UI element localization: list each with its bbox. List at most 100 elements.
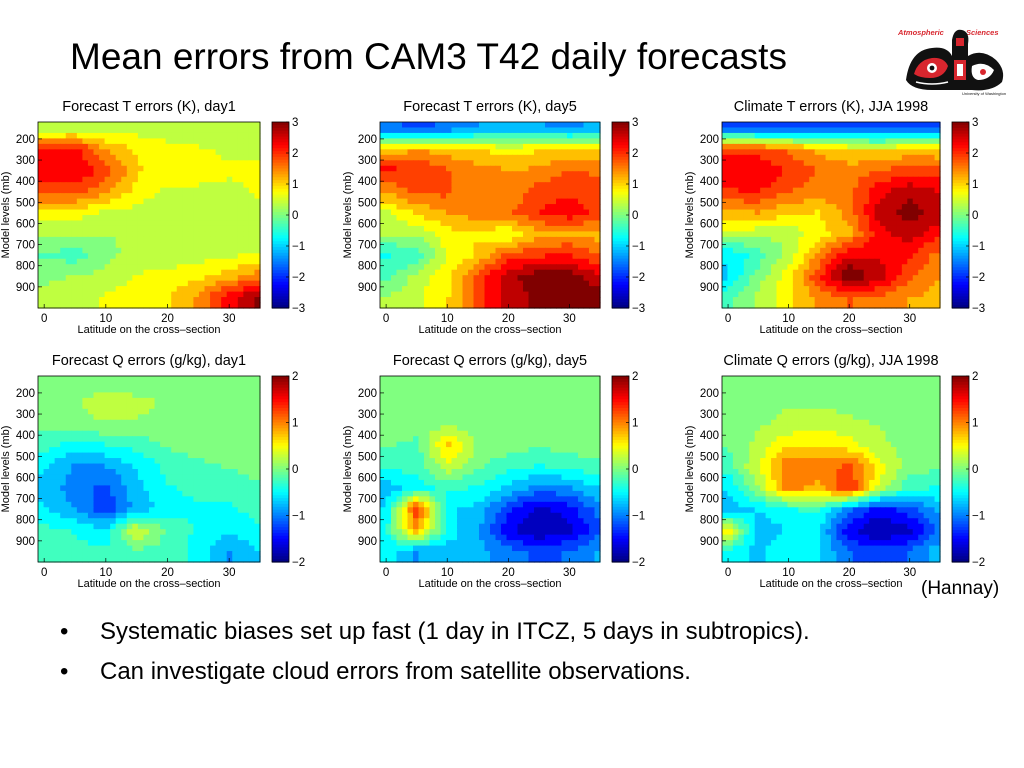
heat-cell — [87, 419, 95, 426]
colorbar-segment — [952, 124, 969, 129]
heat-cell — [781, 275, 788, 282]
heat-cell — [154, 425, 161, 432]
heat-cell — [451, 275, 458, 282]
heat-cell — [198, 286, 206, 293]
heat-cell — [820, 198, 827, 205]
heat-cell — [99, 138, 106, 145]
heat-cell — [539, 236, 546, 243]
colorbar-segment — [612, 185, 629, 190]
colorbar-segment — [952, 276, 969, 280]
heat-cell — [923, 286, 930, 293]
heat-cell — [154, 441, 161, 448]
heat-cell — [110, 376, 117, 383]
heat-cell — [923, 220, 930, 227]
heat-cell — [435, 275, 442, 282]
heat-cell — [176, 242, 183, 249]
heat-cell — [215, 376, 222, 383]
heat-cell — [451, 154, 458, 161]
heat-cell — [506, 231, 513, 238]
heat-cell — [160, 165, 167, 172]
heat-cell — [248, 225, 256, 233]
heat-cell — [578, 149, 585, 156]
heat-cell — [110, 242, 117, 249]
heat-cell — [49, 253, 56, 260]
heat-cell — [165, 160, 172, 167]
heat-cell — [424, 171, 431, 178]
heat-cell — [484, 176, 491, 183]
heat-cell — [380, 198, 387, 205]
heat-cell — [440, 220, 447, 227]
heat-cell — [137, 193, 145, 200]
heat-cell — [126, 209, 133, 216]
heat-cell — [517, 122, 524, 129]
heat-cell — [517, 138, 524, 145]
heat-cell — [479, 231, 486, 238]
heat-cell — [512, 209, 519, 216]
heat-cell — [121, 436, 128, 443]
heat-cell — [149, 269, 156, 276]
heat-cell — [589, 209, 596, 216]
heat-cell — [885, 182, 892, 189]
heat-cell — [65, 220, 72, 227]
heat-cell — [110, 204, 117, 211]
heat-cell — [885, 193, 892, 200]
heat-cell — [137, 236, 145, 243]
heat-cell — [49, 291, 56, 298]
heat-cell — [182, 220, 189, 227]
heat-cell — [462, 132, 469, 140]
colorbar-segment — [272, 122, 289, 126]
colorbar-segment — [952, 156, 969, 161]
heat-cell — [221, 403, 228, 410]
heat-cell — [589, 171, 596, 178]
heat-cell — [468, 297, 475, 304]
heat-cell — [402, 225, 409, 233]
heat-cell — [254, 209, 261, 216]
heat-cell — [847, 154, 854, 161]
heat-cell — [143, 430, 150, 437]
heat-cell — [104, 165, 111, 172]
heat-cell — [254, 182, 261, 189]
heat-cell — [572, 247, 579, 254]
heat-cell — [149, 204, 156, 211]
heat-cell — [760, 154, 767, 161]
heat-cell — [501, 204, 508, 211]
heat-cell — [93, 231, 100, 238]
heat-cell — [226, 264, 233, 271]
heat-cell — [890, 264, 897, 271]
heat-cell — [210, 403, 217, 410]
heat-cell — [193, 447, 200, 454]
heat-cell — [901, 209, 908, 216]
heat-cell — [154, 264, 161, 271]
heat-cell — [517, 182, 524, 189]
heat-cell — [501, 198, 508, 205]
heat-cell — [407, 269, 414, 276]
heat-cell — [182, 236, 189, 243]
heat-cell — [440, 225, 447, 233]
heat-cell — [896, 127, 903, 134]
heat-cell — [896, 154, 903, 161]
heat-cell — [99, 403, 106, 410]
heat-cell — [732, 231, 739, 238]
heat-cell — [825, 193, 832, 200]
heat-cell — [60, 143, 67, 150]
heat-cell — [385, 220, 392, 227]
heat-cell — [907, 171, 914, 178]
heat-cell — [787, 154, 794, 161]
heat-cell — [820, 143, 827, 150]
heat-cell — [567, 286, 574, 293]
heat-cell — [776, 198, 783, 205]
heat-cell — [49, 280, 56, 287]
heat-cell — [732, 209, 739, 216]
heat-cell — [49, 386, 56, 394]
y-tick-label: 900 — [700, 282, 719, 294]
heat-cell — [210, 154, 217, 161]
heat-cell — [462, 231, 469, 238]
heat-cell — [749, 247, 756, 254]
heat-cell — [121, 297, 128, 304]
heat-cell — [137, 280, 145, 287]
heat-cell — [380, 193, 387, 200]
heat-cell — [198, 403, 206, 410]
heat-cell — [198, 132, 206, 140]
colorbar-segment — [272, 226, 289, 231]
heat-cell — [473, 198, 480, 205]
